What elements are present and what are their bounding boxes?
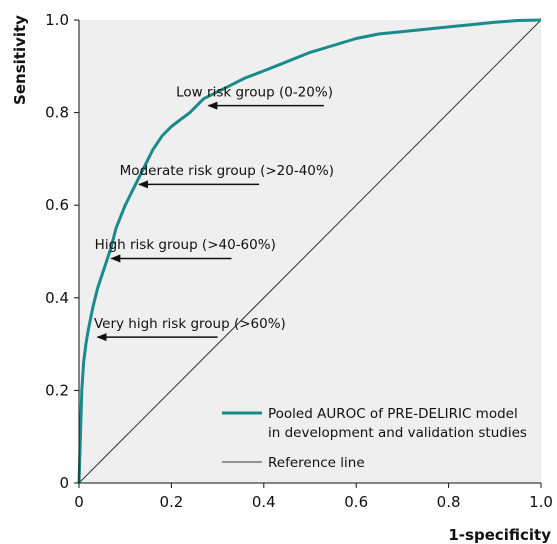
legend-label-pooled-auroc-line2: in development and validation studies bbox=[268, 425, 527, 441]
x-tick-label: 0.6 bbox=[344, 493, 368, 511]
risk-group-annotations: Low risk group (0-20%) Moderate risk grou… bbox=[94, 84, 334, 342]
annotation-label: Very high risk group (>60%) bbox=[94, 316, 286, 332]
y-tick-label: 0.6 bbox=[45, 196, 69, 214]
y-tick-label: 1.0 bbox=[45, 11, 69, 29]
legend: Pooled AUROC of PRE-DELIRIC model in dev… bbox=[222, 406, 527, 471]
x-tick-label: 0.2 bbox=[159, 493, 183, 511]
x-tick-label: 0.4 bbox=[252, 493, 276, 511]
y-tick-label: 0 bbox=[59, 474, 69, 492]
x-axis-title: 1-specificity bbox=[448, 526, 551, 544]
legend-label-reference: Reference line bbox=[268, 455, 365, 471]
annotation-label: Low risk group (0-20%) bbox=[176, 84, 333, 100]
y-tick-label: 0.2 bbox=[45, 381, 69, 399]
x-axis-ticks: 0 0.2 0.4 0.6 0.8 1.0 bbox=[74, 483, 553, 511]
reference-line bbox=[78, 19, 542, 484]
x-tick-label: 1.0 bbox=[529, 493, 553, 511]
y-tick-label: 0.4 bbox=[45, 289, 69, 307]
x-tick-label: 0.8 bbox=[437, 493, 461, 511]
annotation-label: High risk group (>40-60%) bbox=[95, 237, 276, 253]
legend-label-pooled-auroc-line1: Pooled AUROC of PRE-DELIRIC model bbox=[268, 406, 518, 422]
y-axis-ticks: 0 0.2 0.4 0.6 0.8 1.0 bbox=[45, 11, 79, 492]
series-group bbox=[77, 18, 542, 484]
x-tick-label: 0 bbox=[74, 493, 84, 511]
roc-curve-pooled-auroc bbox=[77, 18, 542, 484]
y-axis-title: Sensitivity bbox=[11, 15, 29, 105]
annotation-label: Moderate risk group (>20-40%) bbox=[120, 163, 334, 179]
y-tick-label: 0.8 bbox=[45, 104, 69, 122]
